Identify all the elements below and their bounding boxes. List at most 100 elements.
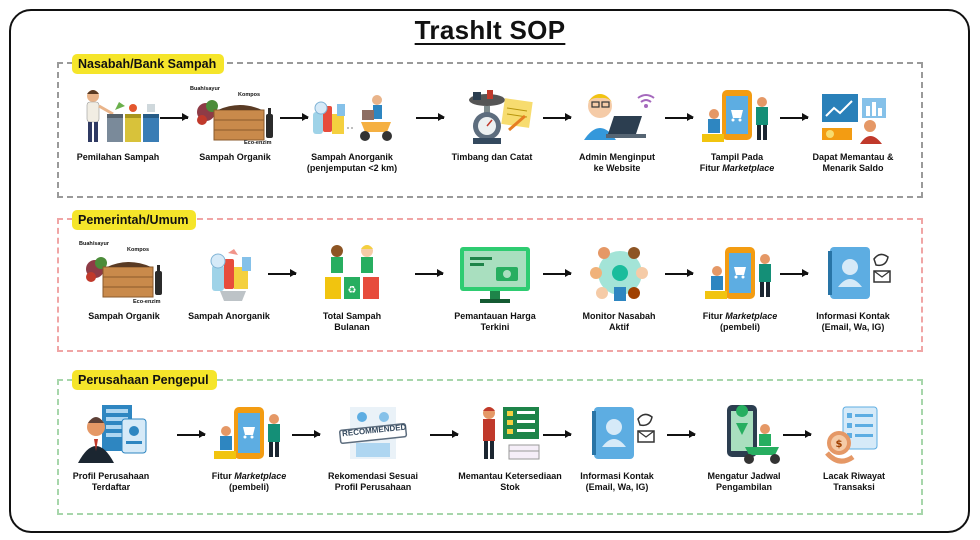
compost-crate-icon: Buah/sayur Kompos Eco-enzim [79,241,169,305]
step-label: Sampah Anorganik [188,311,270,321]
section-label: Nasabah/Bank Sampah [72,54,225,74]
stock-board-icon [465,403,555,465]
step-lacak-riwayat: $ Lacak Riwayat Transaksi [792,403,916,494]
step-label: Total Sampah Bulanan [322,311,382,333]
step-label-suffix: (pembeli) [228,482,269,493]
step-label-prefix: Admin Menginput ke Website [579,152,655,174]
step-timbang-dan-catat: Timbang dan Catat [430,88,554,163]
flow-arrow [665,270,694,276]
section-label: Perusahaan Pengepul [72,370,217,390]
step-profil-perusahaan: Profil Perusahaan Terdaftar [49,403,173,494]
recommended-stamp-icon: RECOMMENDED [328,403,418,465]
tag-buah-sayur: Buah/sayur [190,86,220,92]
tag-eco-enzim: Eco-enzim [244,140,272,146]
flow-arrow [543,270,572,276]
balance-dashboard-icon [808,88,898,146]
step-label: Sampah Organik [199,152,271,162]
step-monitor-nasabah: Monitor Nasabah Aktif [557,243,681,334]
step-fitur-marketplace: Fitur Marketplace (pembeli) [678,243,802,334]
step-label-prefix: Fitur [211,471,235,481]
step-label: Fitur Marketplace (pembeli) [187,471,311,494]
compost-crate-icon: Buah/sayur Kompos Eco-enzim [190,86,280,146]
flow-arrow [177,431,206,437]
step-pemilahan-sampah: Pemilahan Sampah [56,88,180,163]
step-label: Sampah Organik [88,311,160,321]
step-fitur-marketplace: Fitur Marketplace (pembeli) [187,403,311,494]
section-perusahaan-pengepul: Perusahaan Pengepul [57,370,923,515]
step-label: Monitor Nasabah Aktif [582,311,656,333]
flow-arrow [416,114,445,120]
step-label-suffix: (pembeli) [719,322,760,333]
tag-eco-enzim: Eco-enzim [133,299,161,305]
tag-kompos: Kompos [127,247,149,253]
flow-arrow [543,431,572,437]
plastic-waste-icon [184,247,274,305]
step-label: Sampah Anorganik (penjemputan <2 km) [306,152,398,174]
section-pemerintah-umum: Pemerintah/Umum [57,210,923,352]
step-label: Informasi Kontak (Email, Wa, IG) [816,311,890,333]
contact-book-icon [808,243,898,305]
sorting-bins-icon [73,88,163,146]
customer-network-icon [574,243,664,305]
contact-book-icon [572,403,662,465]
step-sampah-organik: Buah/sayur Kompos Eco-enzim Sampah Organ… [62,241,186,322]
step-dapat-memantau: Dapat Memantau & Menarik Saldo [791,88,915,175]
step-label: Profil Perusahaan Terdaftar [72,471,150,493]
flow-arrow [292,431,321,437]
flow-arrow [780,114,809,120]
svg-text:$: $ [836,439,843,450]
step-label-marketplace: Marketplace [725,311,778,321]
admin-laptop-icon [572,88,662,146]
delivery-scooter-icon [307,88,397,146]
svg-text:♻: ♻ [348,285,357,296]
step-mengatur-jadwal: Mengatur Jadwal Pengambilan [682,403,806,494]
step-sampah-anorganik: Sampah Anorganik [167,247,291,322]
step-label: Admin Menginput ke Website [555,152,679,175]
step-label: Pemilahan Sampah [76,152,160,162]
marketplace-phone-icon [692,88,782,146]
step-memantau-stok: Memantau Ketersediaan Stok [448,403,572,494]
step-informasi-kontak: Informasi Kontak (Email, Wa, IG) [555,403,679,494]
step-label-prefix: Fitur [702,311,726,321]
step-informasi-kontak: Informasi Kontak (Email, Wa, IG) [791,243,915,334]
flow-arrow [430,431,459,437]
price-monitor-icon [450,243,540,305]
flow-arrow [160,114,189,120]
company-profile-icon [66,403,156,465]
tag-buah-sayur: Buah/sayur [79,241,109,247]
step-label: Tampil Pada Fitur Marketplace [675,152,799,175]
tag-kompos: Kompos [238,92,260,98]
step-pemantauan-harga: Pemantauan Harga Terkini [433,243,557,334]
scale-notepad-icon [447,88,537,146]
step-total-sampah-bulanan: ♻ Total Sampah Bulanan [290,243,414,334]
transaction-history-icon: $ [809,403,899,465]
step-label-prefix: Tampil Pada Fitur [699,152,764,174]
flow-arrow [268,270,297,276]
marketplace-phone-icon [204,403,294,465]
flow-arrow [665,114,694,120]
step-sampah-anorganik: Sampah Anorganik (penjemputan <2 km) [290,88,414,175]
flow-arrow [780,270,809,276]
flow-arrow [783,431,812,437]
step-label: Fitur Marketplace (pembeli) [678,311,802,334]
step-label: Timbang dan Catat [451,152,533,162]
step-rekomendasi: RECOMMENDED Rekomendasi Sesuai Profil Pe… [311,403,435,494]
people-recycle-bins-icon: ♻ [307,243,397,305]
step-label: Lacak Riwayat Transaksi [822,471,886,493]
step-label: Dapat Memantau & Menarik Saldo [812,152,894,174]
step-label: Mengatur Jadwal Pengambilan [707,471,781,493]
step-sampah-organik: Buah/sayur Kompos Eco-enzim Sampah Organ… [173,86,297,163]
step-label-marketplace: Marketplace [722,163,775,174]
flow-arrow [415,270,444,276]
marketplace-phone-icon [695,243,785,305]
step-label: Memantau Ketersediaan Stok [458,471,562,493]
pickup-map-scooter-icon [699,403,789,465]
diagram-title: TrashIt SOP [414,15,566,45]
step-label: Rekomendasi Sesuai Profil Perusahaan [327,471,419,493]
step-label: Pemantauan Harga Terkini [454,311,536,333]
section-label: Pemerintah/Umum [72,210,197,230]
flow-arrow [543,114,572,120]
step-tampil-marketplace: Tampil Pada Fitur Marketplace [675,88,799,175]
step-admin-menginput: Admin Menginput ke Website [555,88,679,175]
step-label: Informasi Kontak (Email, Wa, IG) [580,471,654,493]
